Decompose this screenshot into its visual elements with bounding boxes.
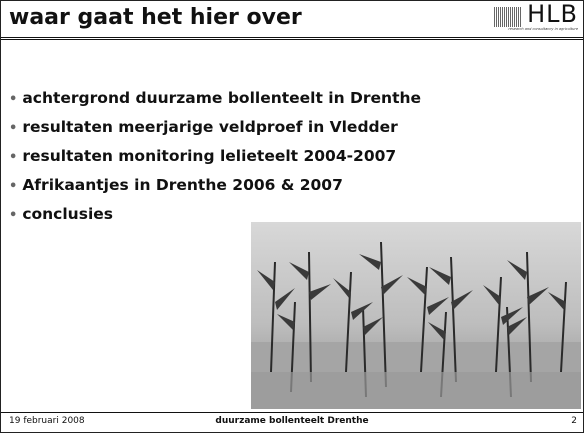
- title-bar: waar gaat het hier over HLB research and…: [1, 0, 583, 40]
- logo-text: HLB: [527, 0, 578, 28]
- bullet: resultaten monitoring lelieteelt 2004-20…: [9, 144, 421, 173]
- photo: [251, 222, 581, 409]
- footer-title: duurzame bollenteelt Drenthe: [215, 416, 369, 426]
- footer-date: 19 februari 2008: [9, 416, 85, 426]
- footer-rule: [1, 412, 583, 413]
- page-number: 2: [571, 416, 577, 426]
- bullet: achtergrond duurzame bollenteelt in Dren…: [9, 86, 421, 115]
- logo: HLB research and consultancy in agricult…: [492, 0, 578, 35]
- logo-tagline: research and consultancy in agriculture: [508, 27, 578, 31]
- slide-title: waar gaat het hier over: [9, 5, 302, 30]
- bullet: Afrikaantjes in Drenthe 2006 & 2007: [9, 173, 421, 202]
- bullet-list: achtergrond duurzame bollenteelt in Dren…: [9, 86, 421, 231]
- bullet: resultaten meerjarige veldproef in Vledd…: [9, 115, 421, 144]
- logo-graphic: [494, 7, 522, 27]
- bullet: conclusies: [9, 202, 421, 231]
